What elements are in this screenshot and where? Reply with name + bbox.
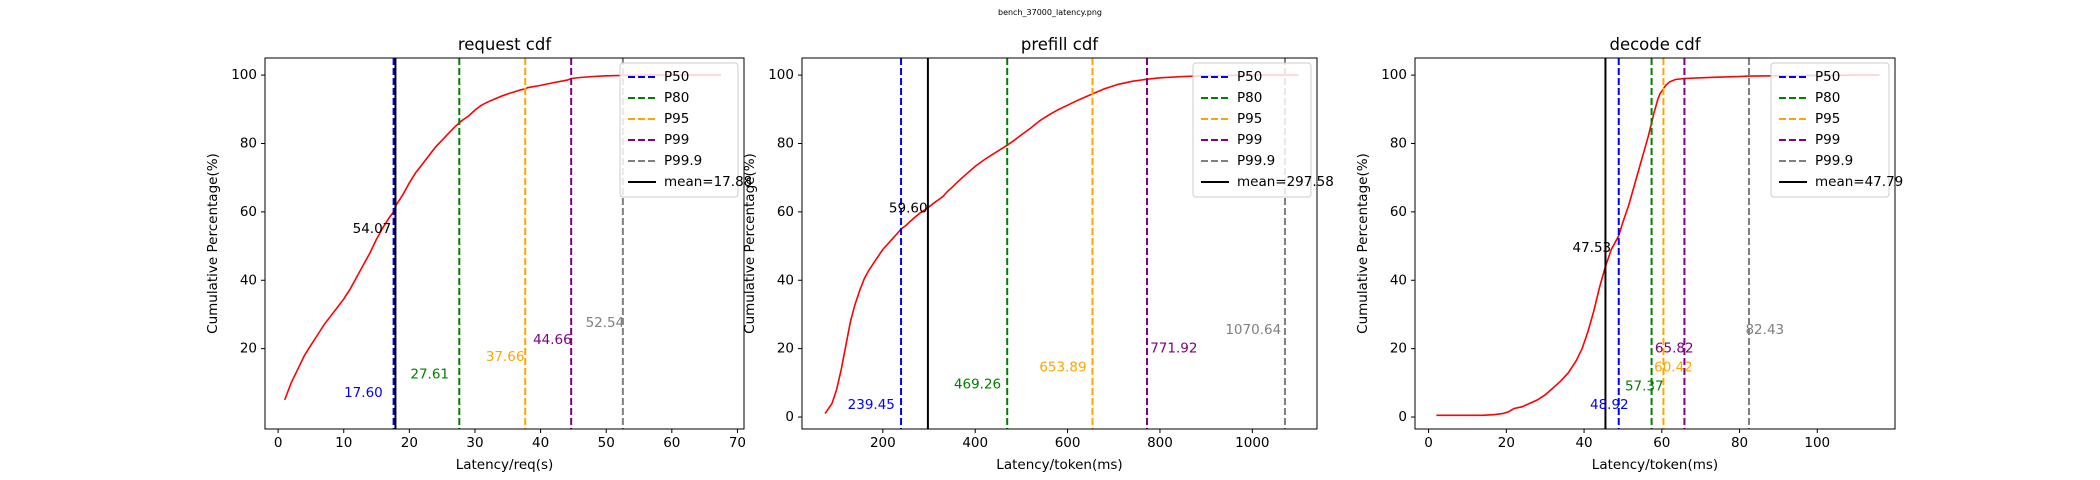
x-tick-label: 40 — [1575, 435, 1592, 451]
y-tick-label: 80 — [240, 135, 257, 151]
x-axis-label: Latency/token(ms) — [1592, 457, 1718, 473]
annotation-p99-9: 82.43 — [1745, 322, 1784, 338]
y-tick-label: 40 — [240, 272, 257, 288]
x-tick-label: 60 — [1653, 435, 1670, 451]
legend-label: P99.9 — [1237, 153, 1275, 169]
x-tick-label: 80 — [1731, 435, 1748, 451]
annotation-p50: 239.45 — [848, 397, 895, 413]
axes-frame — [1414, 57, 1896, 430]
legend-box — [619, 62, 739, 198]
y-axis-label: Cumulative Percentage(%) — [205, 153, 221, 334]
legend-label: P99.9 — [1815, 153, 1853, 169]
legend-label: mean=297.58 — [1237, 174, 1334, 190]
y-tick-label: 60 — [240, 204, 257, 220]
x-tick-label: 800 — [1147, 435, 1173, 451]
legend-label: P95 — [1237, 111, 1262, 127]
annotation-p95: 653.89 — [1039, 359, 1086, 375]
y-tick-label: 100 — [1381, 67, 1407, 83]
annotation-p99-9: 1070.64 — [1225, 322, 1281, 338]
annotation-p99: 65.82 — [1655, 341, 1694, 357]
figure-title: bench_37000_latency.png — [997, 8, 1102, 17]
legend-box — [1770, 62, 1890, 198]
x-tick-label: 200 — [870, 435, 896, 451]
annotation-p99-9: 52.54 — [586, 315, 625, 331]
legend-label: P99 — [1815, 132, 1840, 148]
chart-title: decode cdf — [1609, 35, 1701, 54]
x-tick-label: 50 — [598, 435, 615, 451]
axes-frame — [801, 57, 1318, 430]
y-axis-label: Cumulative Percentage(%) — [1355, 153, 1371, 334]
y-tick-label: 100 — [768, 67, 794, 83]
y-tick-label: 20 — [240, 341, 257, 357]
legend-label: P99 — [1237, 132, 1262, 148]
chart-title: request cdf — [458, 35, 553, 54]
subplot-3: 48.92 57.37 60.42 65.82 82.43 47.53 0 20 40 60 80 1… — [1355, 35, 1903, 473]
x-tick-label: 40 — [532, 435, 549, 451]
legend-label: P80 — [1815, 90, 1840, 106]
legend: P50 P80 P95 P99 P99.9 mean=47.79 — [1770, 62, 1903, 198]
y-axis-label: Cumulative Percentage(%) — [742, 153, 758, 334]
y-tick-label: 20 — [777, 341, 794, 357]
legend-label: P50 — [1237, 69, 1262, 85]
y-tick-label: 0 — [1398, 409, 1407, 425]
axes-frame — [264, 57, 745, 430]
y-tick-label: 60 — [1390, 204, 1407, 220]
chart-title: prefill cdf — [1021, 35, 1099, 54]
cdf-line — [283, 74, 721, 401]
cdf-line — [824, 74, 1299, 415]
x-tick-label: 1000 — [1235, 435, 1269, 451]
annotation-p50: 17.60 — [344, 385, 383, 401]
x-tick-label: 0 — [274, 435, 283, 451]
legend-box — [1192, 62, 1312, 198]
x-tick-label: 60 — [663, 435, 680, 451]
legend-label: mean=17.88 — [664, 174, 752, 190]
annotation-p95: 37.66 — [486, 349, 525, 365]
cdf-line — [1436, 74, 1880, 417]
x-tick-label: 20 — [401, 435, 418, 451]
annotation-p80: 57.37 — [1625, 378, 1664, 394]
annotation-p95: 60.42 — [1654, 359, 1693, 375]
legend-label: P99.9 — [664, 153, 702, 169]
y-tick-label: 60 — [777, 204, 794, 220]
x-tick-label: 100 — [1804, 435, 1830, 451]
legend: P50 P80 P95 P99 P99.9 mean=17.88 — [619, 62, 752, 198]
annotation-mean: 59.60 — [889, 200, 928, 216]
y-tick-label: 40 — [1390, 272, 1407, 288]
x-axis-label: Latency/token(ms) — [996, 457, 1122, 473]
legend-label: P80 — [664, 90, 689, 106]
legend-label: P95 — [664, 111, 689, 127]
annotation-mean: 54.07 — [353, 221, 392, 237]
legend-label: mean=47.79 — [1815, 174, 1903, 190]
x-tick-label: 400 — [962, 435, 988, 451]
y-tick-label: 0 — [785, 409, 794, 425]
x-axis-label: Latency/req(s) — [456, 457, 554, 473]
x-tick-label: 10 — [335, 435, 352, 451]
x-tick-label: 70 — [729, 435, 746, 451]
annotation-mean: 47.53 — [1573, 240, 1612, 256]
x-tick-label: 0 — [1424, 435, 1433, 451]
legend-label: P50 — [1815, 69, 1840, 85]
y-tick-label: 80 — [777, 135, 794, 151]
annotation-p80: 469.26 — [954, 377, 1001, 393]
y-tick-label: 80 — [1390, 135, 1407, 151]
subplot-1: 17.60 27.61 37.66 44.66 52.54 54.07 0 10 20 30 40 5… — [205, 35, 752, 473]
x-tick-label: 600 — [1055, 435, 1081, 451]
legend-label: P80 — [1237, 90, 1262, 106]
y-tick-label: 100 — [231, 67, 257, 83]
annotation-p99: 771.92 — [1150, 341, 1197, 357]
annotation-p80: 27.61 — [410, 366, 449, 382]
legend: P50 P80 P95 P99 P99.9 mean=297.58 — [1192, 62, 1334, 198]
y-tick-label: 20 — [1390, 341, 1407, 357]
legend-label: P99 — [664, 132, 689, 148]
plot-area — [1436, 58, 1880, 429]
annotation-p99: 44.66 — [533, 332, 572, 348]
x-tick-label: 30 — [466, 435, 483, 451]
annotation-p50: 48.92 — [1590, 397, 1629, 413]
legend-label: P50 — [664, 69, 689, 85]
x-tick-label: 20 — [1498, 435, 1515, 451]
y-tick-label: 40 — [777, 272, 794, 288]
legend-label: P95 — [1815, 111, 1840, 127]
